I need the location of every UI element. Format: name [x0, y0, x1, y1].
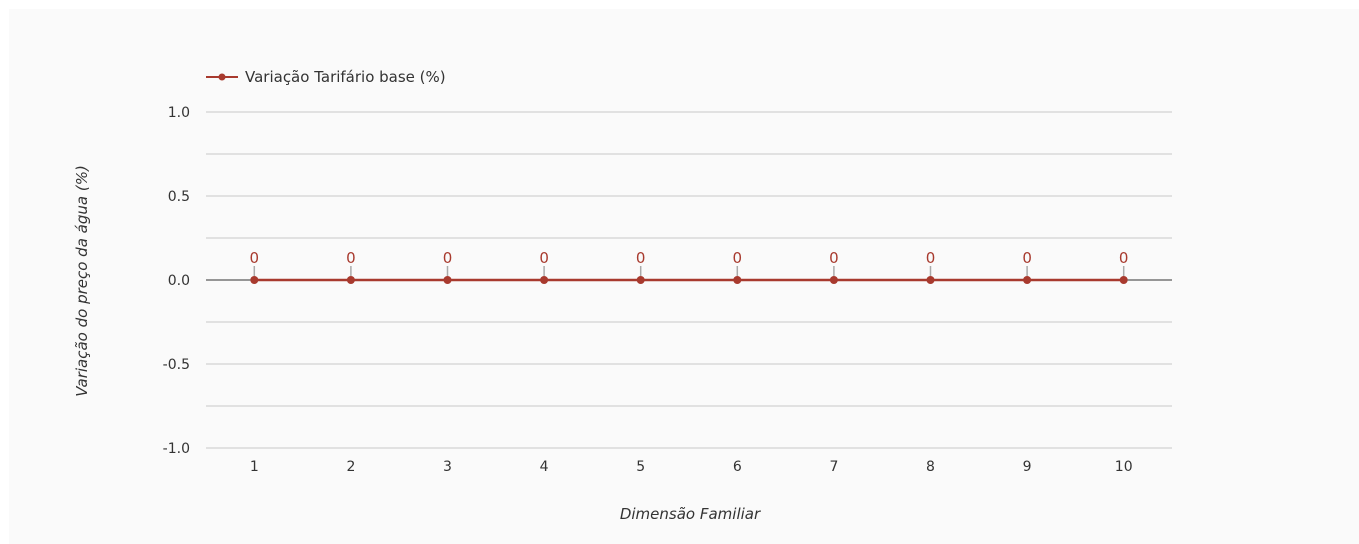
x-tick-label: 9: [1023, 459, 1032, 475]
legend-label: Variação Tarifário base (%): [245, 68, 446, 86]
x-tick-label: 4: [540, 459, 549, 475]
data-label: 0: [829, 249, 839, 267]
data-point[interactable]: [1119, 276, 1128, 284]
y-tick-label: 1.0: [168, 105, 190, 121]
data-label: 0: [733, 249, 743, 267]
data-label: 0: [636, 249, 646, 267]
y-tick-label: -0.5: [163, 357, 190, 373]
data-point[interactable]: [1023, 276, 1032, 284]
data-point[interactable]: [733, 276, 742, 284]
data-label: 0: [346, 249, 356, 267]
x-tick-labels: 1 2 3 4 5 6 7 8 9 10: [250, 459, 1133, 475]
data-point[interactable]: [540, 276, 549, 284]
data-label: 0: [443, 249, 453, 267]
x-axis-title: Dimensão Familiar: [620, 505, 761, 523]
data-label: 0: [250, 249, 260, 267]
x-tick-label: 1: [250, 459, 259, 475]
legend-marker-swatch: [218, 73, 226, 81]
y-tick-label: -1.0: [163, 441, 190, 457]
data-label: 0: [1022, 249, 1032, 267]
data-point[interactable]: [636, 276, 645, 284]
x-tick-label: 7: [829, 459, 838, 475]
data-point[interactable]: [926, 276, 935, 284]
legend[interactable]: Variação Tarifário base (%): [206, 68, 446, 86]
x-tick-label: 2: [346, 459, 355, 475]
data-point[interactable]: [443, 276, 452, 284]
y-axis-title: Variação do preço da água (%): [73, 165, 91, 397]
data-label: 0: [539, 249, 549, 267]
y-tick-label: 0.0: [168, 273, 190, 289]
y-tick-label: 0.5: [168, 189, 190, 205]
data-point[interactable]: [346, 276, 355, 284]
x-tick-label: 8: [926, 459, 935, 475]
data-label: 0: [1119, 249, 1129, 267]
series-layer: [250, 276, 1128, 284]
y-tick-labels: 1.0 0.5 0.0 -0.5 -1.0: [163, 105, 190, 457]
x-tick-label: 5: [636, 459, 645, 475]
data-label: 0: [926, 249, 936, 267]
data-point[interactable]: [250, 276, 259, 284]
x-tick-label: 10: [1115, 459, 1133, 475]
x-tick-label: 6: [733, 459, 742, 475]
data-labels: 0 0 0 0 0 0 0 0 0 0: [250, 249, 1129, 276]
data-point[interactable]: [829, 276, 838, 284]
x-tick-label: 3: [443, 459, 452, 475]
